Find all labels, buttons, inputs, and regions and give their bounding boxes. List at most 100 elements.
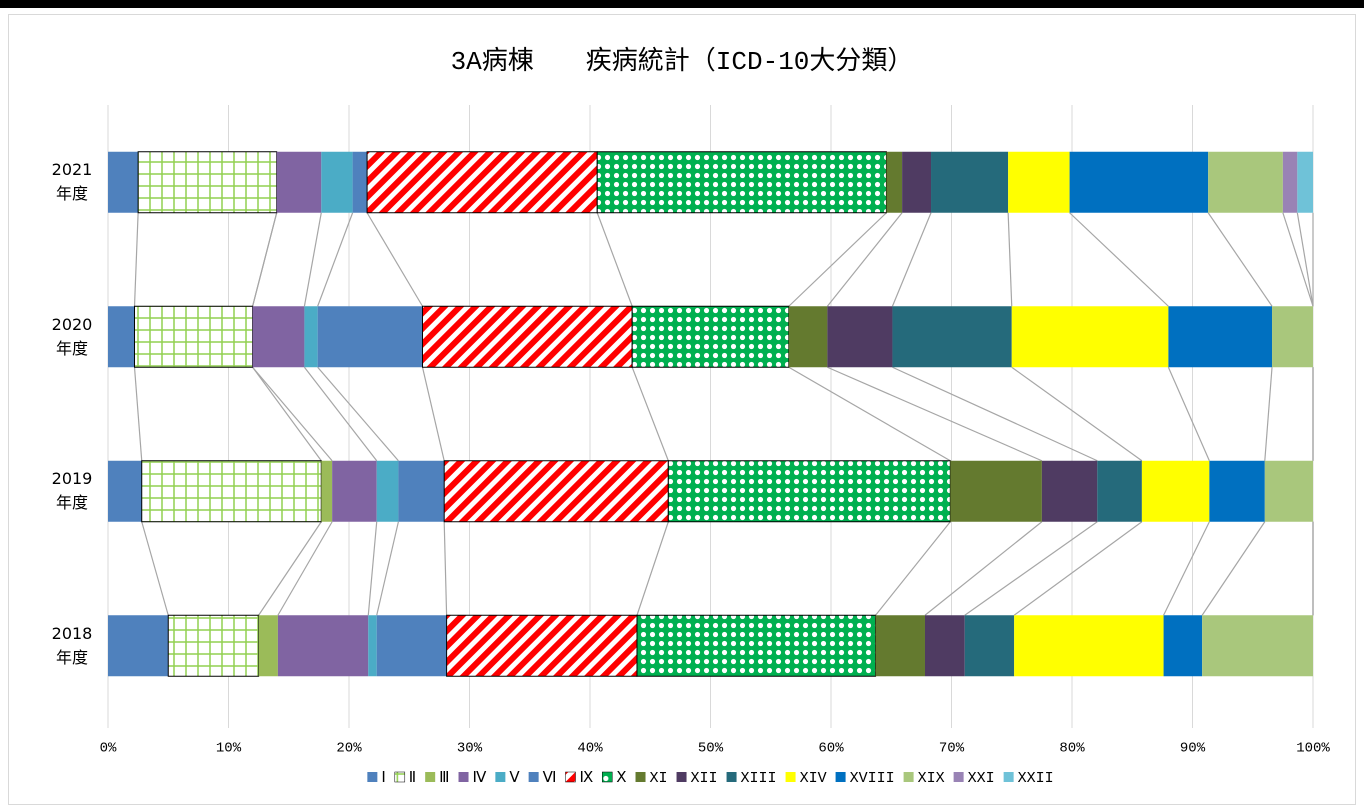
bar-segment — [902, 151, 932, 213]
legend-item: XI — [635, 770, 668, 787]
series-line — [964, 521, 1098, 616]
bar-segment — [1208, 151, 1283, 213]
bar-segment — [631, 305, 790, 368]
x-tick-label: 20% — [336, 741, 362, 757]
legend-label: XI — [650, 770, 668, 787]
legend-swatch — [394, 771, 406, 783]
legend-swatch — [676, 772, 687, 782]
bar-segment — [596, 151, 887, 214]
series-line — [252, 366, 333, 462]
bar-segment — [422, 305, 633, 368]
legend-swatch — [601, 771, 613, 783]
bar-segment — [1272, 306, 1313, 368]
legend-item: XVIII — [835, 770, 895, 787]
legend-item: XIX — [903, 770, 945, 787]
x-tick-label: 10% — [216, 741, 242, 757]
bar-segment — [258, 615, 278, 677]
bar-segment — [827, 306, 893, 368]
chart-frame — [8, 14, 1356, 805]
top-bar — [0, 0, 1364, 8]
bar-segment — [1168, 306, 1273, 368]
y-tick-label: 2020年度 — [51, 314, 93, 358]
bar-segment — [366, 151, 598, 214]
bar-segment — [352, 151, 368, 213]
bar-segment — [667, 460, 951, 523]
legend-label: Ⅰ — [381, 770, 385, 787]
series-line — [636, 521, 669, 616]
bar-segment — [788, 306, 828, 368]
bar-segment — [950, 460, 1042, 522]
series-line — [376, 521, 399, 616]
bar-segment — [317, 306, 423, 368]
bar-segment — [108, 460, 142, 522]
bar-segment — [321, 151, 353, 213]
bar-segment — [924, 615, 965, 677]
bar-segment — [1202, 615, 1313, 677]
legend-label: Ⅵ — [543, 770, 557, 787]
bar-segment — [134, 305, 254, 368]
bar-segment — [1282, 151, 1298, 213]
chart-title: 3A病棟 疾病統計（ICD-10大分類） — [451, 46, 914, 77]
x-tick-label: 70% — [939, 741, 965, 757]
bars — [108, 151, 1313, 677]
legend-swatch — [528, 772, 539, 782]
legend: Ⅰ Ⅱ Ⅲ Ⅳ Ⅴ Ⅵ Ⅸ Ⅹ XI XII XIII XIV XVIII XIX XXI XXII — [367, 770, 1054, 787]
series-line — [1264, 367, 1273, 461]
bar-segment — [1041, 460, 1098, 522]
legend-label: Ⅱ — [409, 770, 416, 787]
legend-item: Ⅱ — [394, 770, 416, 787]
x-tick-label: 50% — [698, 741, 724, 757]
series-line — [1013, 521, 1143, 616]
series-line — [317, 212, 354, 307]
legend-item: Ⅵ — [528, 770, 557, 787]
legend-item: Ⅲ — [425, 770, 450, 787]
bar-segment — [931, 151, 1009, 213]
legend-item: Ⅹ — [601, 770, 627, 787]
legend-label: XIV — [800, 770, 827, 787]
series-line — [141, 521, 169, 616]
series-line — [421, 367, 445, 461]
series-line — [892, 366, 1098, 462]
legend-swatch — [458, 772, 469, 782]
bar-segment — [108, 306, 135, 368]
series-line — [303, 212, 322, 307]
bar-segment — [108, 151, 139, 213]
bar-segment — [108, 615, 169, 677]
legend-swatch — [726, 772, 737, 782]
legend-item: XIV — [785, 770, 827, 787]
bar-segment — [1014, 615, 1164, 677]
bar-segment — [886, 151, 903, 213]
legend-item: Ⅰ — [367, 770, 386, 787]
bar-segment — [1008, 151, 1070, 213]
series-line — [1011, 366, 1143, 462]
series-line — [788, 366, 951, 462]
series-line — [1282, 212, 1314, 307]
legend-swatch — [835, 772, 846, 782]
series-line — [366, 212, 424, 307]
legend-label: XIII — [741, 770, 777, 787]
series-line — [596, 212, 633, 307]
legend-item: XXII — [1003, 770, 1054, 787]
bar-segment — [892, 306, 1012, 368]
bar-segment — [167, 614, 260, 677]
bar-segment — [141, 460, 322, 523]
legend-label: Ⅹ — [616, 770, 626, 787]
bar-segment — [252, 306, 305, 368]
series-line — [788, 212, 887, 307]
bar-segment — [446, 614, 638, 677]
legend-label: Ⅲ — [439, 770, 449, 787]
legend-swatch — [953, 772, 964, 782]
series-line — [252, 366, 322, 462]
y-tick-label: 2018年度 — [51, 623, 93, 667]
bar-segment — [277, 615, 369, 677]
series-line — [1163, 521, 1210, 616]
x-tick-label: 40% — [577, 741, 603, 757]
legend-swatch — [565, 771, 576, 783]
series-lines — [133, 212, 1314, 616]
legend-item: Ⅸ — [565, 770, 593, 787]
series-line — [631, 367, 669, 461]
bar-segment — [1297, 151, 1313, 213]
x-tick-label: 30% — [457, 741, 483, 757]
